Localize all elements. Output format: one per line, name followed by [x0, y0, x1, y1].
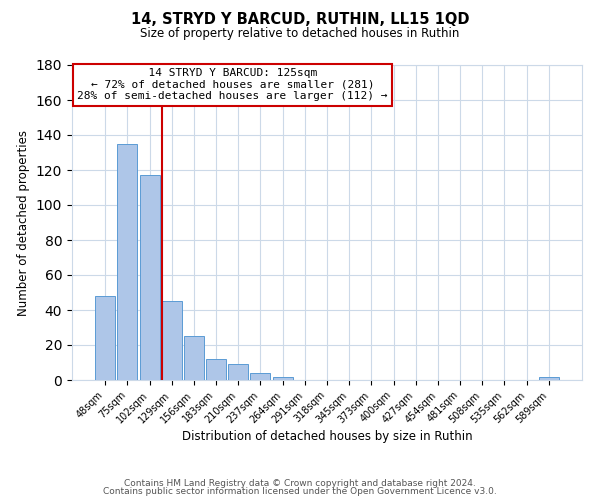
Bar	[118, 144, 137, 380]
Bar	[140, 176, 160, 380]
Bar	[250, 373, 271, 380]
Bar	[184, 336, 204, 380]
Y-axis label: Number of detached properties: Number of detached properties	[17, 130, 30, 316]
Text: 14 STRYD Y BARCUD: 125sqm  
← 72% of detached houses are smaller (281)
28% of se: 14 STRYD Y BARCUD: 125sqm ← 72% of detac…	[77, 68, 388, 102]
Bar	[95, 296, 115, 380]
Bar	[272, 376, 293, 380]
Text: Contains public sector information licensed under the Open Government Licence v3: Contains public sector information licen…	[103, 487, 497, 496]
Bar	[206, 359, 226, 380]
X-axis label: Distribution of detached houses by size in Ruthin: Distribution of detached houses by size …	[182, 430, 472, 443]
Bar	[539, 376, 559, 380]
Text: 14, STRYD Y BARCUD, RUTHIN, LL15 1QD: 14, STRYD Y BARCUD, RUTHIN, LL15 1QD	[131, 12, 469, 28]
Bar	[162, 301, 182, 380]
Text: Size of property relative to detached houses in Ruthin: Size of property relative to detached ho…	[140, 28, 460, 40]
Text: Contains HM Land Registry data © Crown copyright and database right 2024.: Contains HM Land Registry data © Crown c…	[124, 478, 476, 488]
Bar	[228, 364, 248, 380]
